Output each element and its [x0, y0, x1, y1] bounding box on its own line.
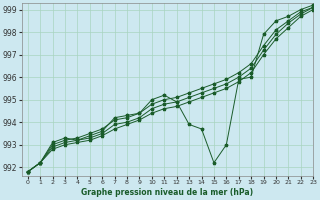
X-axis label: Graphe pression niveau de la mer (hPa): Graphe pression niveau de la mer (hPa)	[81, 188, 253, 197]
